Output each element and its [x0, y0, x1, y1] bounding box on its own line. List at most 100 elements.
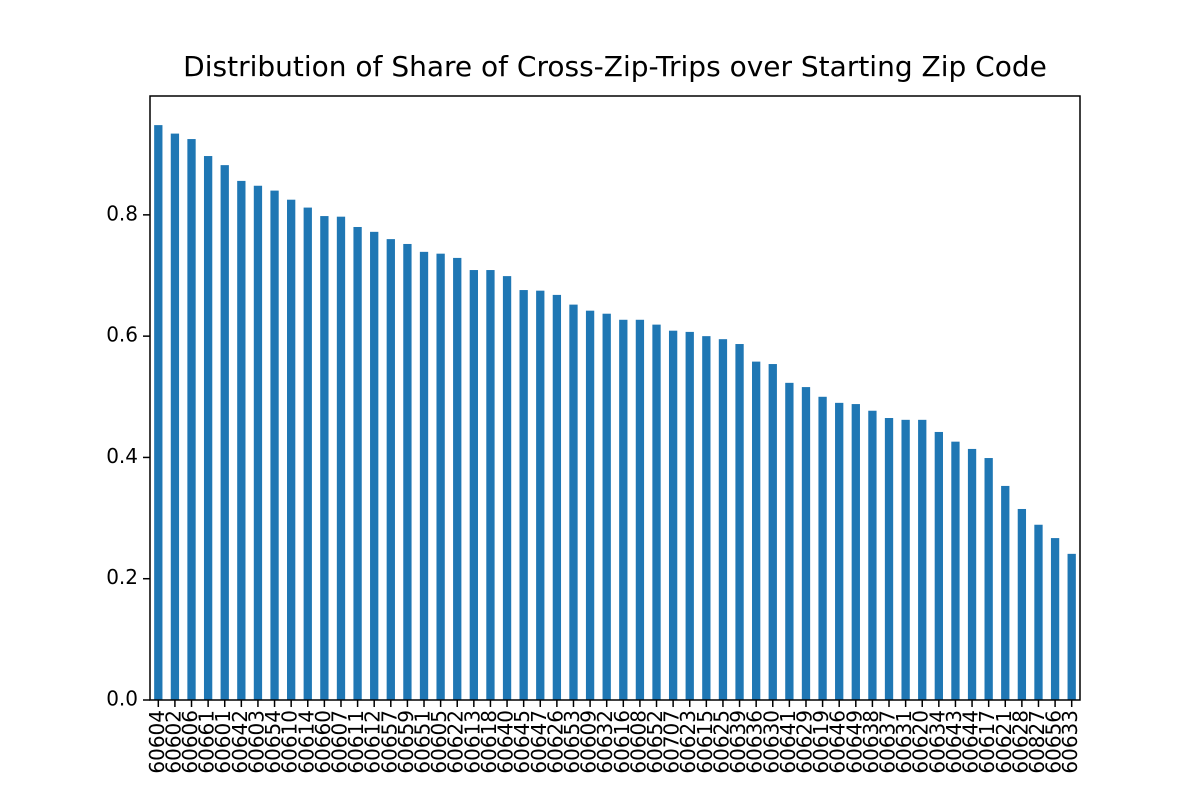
- x-tick-label: 60827: [1025, 710, 1049, 774]
- x-tick-label: 60661: [195, 710, 219, 774]
- bar: [1017, 508, 1027, 700]
- x-tick-label: 60640: [494, 710, 518, 774]
- y-tick-label: 0.8: [106, 201, 138, 225]
- bar: [370, 231, 379, 700]
- x-tick-label: 60634: [925, 710, 949, 774]
- bar: [237, 180, 246, 700]
- bar: [752, 361, 761, 700]
- bar: [918, 419, 927, 700]
- bar: [1067, 553, 1076, 700]
- x-tick-label: 60649: [842, 710, 866, 774]
- bar: [967, 448, 977, 700]
- x-tick-label: 60647: [527, 710, 551, 774]
- x-tick-label: 60653: [560, 710, 584, 774]
- x-tick-label: 60628: [1008, 710, 1032, 774]
- bar: [419, 251, 429, 700]
- x-tick-label: 60646: [826, 710, 850, 774]
- x-tick-label: 60638: [859, 710, 883, 774]
- bar: [901, 419, 910, 700]
- x-tick-label: 60617: [975, 710, 999, 774]
- bar: [835, 402, 844, 700]
- bar: [320, 216, 329, 700]
- bar: [801, 387, 811, 700]
- bar: [270, 190, 279, 700]
- chart-title: Distribution of Share of Cross-Zip-Trips…: [183, 50, 1047, 83]
- x-tick-label: 60618: [477, 710, 501, 774]
- bar: [469, 270, 478, 700]
- x-tick-label: 60619: [809, 710, 833, 774]
- bar: [536, 290, 545, 700]
- x-tick-label: 60612: [361, 710, 385, 774]
- x-tick-label: 60623: [676, 710, 700, 774]
- x-tick-label: 60637: [876, 710, 900, 774]
- bar: [702, 336, 711, 700]
- bar: [951, 441, 960, 700]
- x-tick-label: 60632: [593, 710, 617, 774]
- bar: [585, 310, 595, 700]
- bar: [851, 404, 860, 700]
- x-tick-label: 60615: [693, 710, 717, 774]
- x-tick-label: 60603: [244, 710, 268, 774]
- x-tick-label: 60643: [942, 710, 966, 774]
- x-tick-label: 60633: [1058, 710, 1082, 774]
- bar: [718, 339, 728, 700]
- x-tick-label: 60602: [161, 710, 185, 774]
- plot-frame: [149, 95, 1081, 701]
- x-tick-label: 60604: [145, 710, 169, 774]
- x-tick-label: 60607: [327, 710, 351, 774]
- bar: [1050, 538, 1060, 700]
- x-tick-label: 60642: [228, 710, 252, 774]
- bar: [1001, 485, 1010, 700]
- y-tick-label: 0.2: [106, 565, 138, 589]
- x-tick-label: 60610: [278, 710, 302, 774]
- x-tick-label: 60657: [377, 710, 401, 774]
- x-tick-label: 60613: [460, 710, 484, 774]
- x-tick-label: 60652: [643, 710, 667, 774]
- bar: [436, 253, 445, 700]
- x-tick-label: 60614: [294, 710, 318, 774]
- bar: [502, 276, 512, 700]
- x-tick-label: 60601: [211, 710, 235, 774]
- bar: [768, 364, 777, 700]
- x-tick-label: 60654: [261, 710, 285, 774]
- bar: [203, 156, 213, 701]
- bar: [453, 257, 462, 700]
- x-tick-label: 60707: [660, 710, 684, 774]
- bar: [552, 294, 562, 700]
- bar: [818, 396, 827, 700]
- x-tick-label: 60639: [726, 710, 750, 774]
- x-tick-label: 60625: [709, 710, 733, 774]
- x-tick-label: 60626: [543, 710, 567, 774]
- bar: [602, 313, 611, 700]
- bar: [868, 410, 877, 700]
- x-tick-label: 60611: [344, 710, 368, 774]
- x-tick-label: 60616: [610, 710, 634, 774]
- x-tick-label: 60620: [909, 710, 933, 774]
- bar: [569, 304, 578, 700]
- bar: [619, 319, 628, 700]
- x-tick-label: 60644: [959, 710, 983, 774]
- bar: [303, 207, 312, 700]
- x-tick-label: 60606: [178, 710, 202, 774]
- x-tick-label: 60609: [577, 710, 601, 774]
- bar: [170, 133, 180, 700]
- x-tick-label: 60630: [759, 710, 783, 774]
- bar: [934, 431, 943, 700]
- y-tick-label: 0.6: [106, 323, 138, 347]
- bar: [187, 139, 196, 701]
- bar: [1034, 524, 1043, 700]
- x-tick-label: 60659: [394, 710, 418, 774]
- bar: [735, 344, 744, 700]
- bar: [336, 216, 346, 700]
- x-tick-label: 60622: [444, 710, 468, 774]
- x-tick-label: 60656: [1042, 710, 1066, 774]
- x-tick-label: 60631: [892, 710, 916, 774]
- bar: [253, 185, 263, 701]
- bar: [635, 319, 645, 700]
- x-tick-label: 60605: [427, 710, 451, 774]
- bar: [154, 125, 163, 700]
- y-tick-label: 0.4: [106, 444, 138, 468]
- x-tick-label: 60629: [792, 710, 816, 774]
